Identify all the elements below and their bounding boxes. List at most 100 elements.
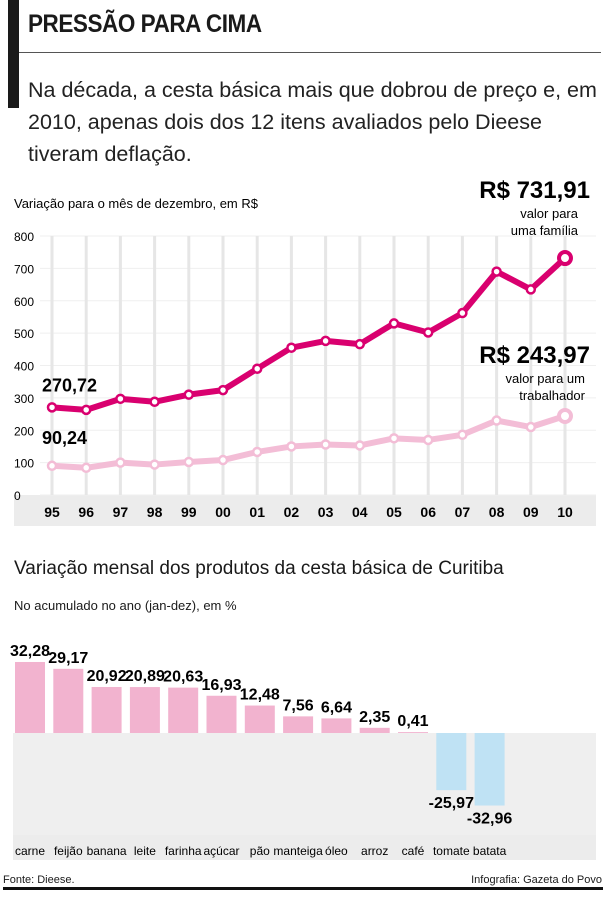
data-point xyxy=(80,404,92,416)
x-tick-label: 04 xyxy=(352,504,368,520)
data-point xyxy=(46,460,58,472)
bar-value-label: 16,93 xyxy=(201,677,241,694)
category-label: café xyxy=(402,844,425,858)
data-point xyxy=(183,389,195,400)
x-tick-label: 10 xyxy=(557,504,573,520)
series-end-note: uma família xyxy=(511,223,579,238)
data-point xyxy=(115,457,126,468)
footer-rule xyxy=(3,887,603,890)
series-start-label: 270,72 xyxy=(42,375,97,395)
bar-value-label: 2,35 xyxy=(359,709,390,726)
y-tick-label: 600 xyxy=(14,295,34,309)
bar xyxy=(321,718,352,733)
source-note: Fonte: Dieese. xyxy=(3,874,75,886)
data-point xyxy=(354,440,366,451)
bar-value-label: 7,56 xyxy=(283,697,314,714)
data-point xyxy=(491,266,502,277)
y-tick-label: 300 xyxy=(14,392,34,406)
data-point xyxy=(217,454,229,466)
bar-value-label: 32,28 xyxy=(10,643,50,660)
data-point xyxy=(422,434,434,446)
bar xyxy=(129,687,160,733)
bar-value-label: 0,41 xyxy=(397,713,428,730)
x-tick-label: 03 xyxy=(318,504,334,520)
bar xyxy=(436,733,467,791)
bar xyxy=(91,686,122,733)
data-point xyxy=(251,446,263,458)
data-point xyxy=(46,402,58,413)
x-tick-label: 01 xyxy=(249,504,265,520)
series-end-note: trabalhador xyxy=(519,388,585,403)
category-label: arroz xyxy=(361,844,388,858)
category-label: óleo xyxy=(325,844,348,858)
x-tick-label: 98 xyxy=(147,504,163,520)
title-accent-bar xyxy=(8,0,19,108)
series-end-note: valor para xyxy=(520,206,579,221)
x-tick-label: 95 xyxy=(44,504,60,520)
bar-value-label: -32,96 xyxy=(467,811,512,828)
series-line xyxy=(51,413,566,471)
bar xyxy=(53,668,84,733)
category-band xyxy=(13,835,596,860)
data-point xyxy=(320,439,331,450)
y-tick-label: 500 xyxy=(14,327,34,341)
title-divider xyxy=(19,52,601,53)
data-point xyxy=(388,318,400,329)
category-label: farinha xyxy=(165,844,202,858)
data-point xyxy=(457,307,468,319)
bar xyxy=(244,705,275,733)
bar xyxy=(168,687,199,733)
bar xyxy=(15,661,45,733)
data-point xyxy=(149,459,160,470)
data-point xyxy=(286,441,297,452)
series-end-note: valor para um xyxy=(506,371,585,386)
data-point xyxy=(115,393,126,405)
x-tick-label: 99 xyxy=(181,504,197,520)
y-tick-label: 0 xyxy=(14,489,21,503)
y-tick-label: 100 xyxy=(14,457,34,471)
x-tick-label: 08 xyxy=(489,504,505,520)
x-tick-label: 07 xyxy=(455,504,471,520)
series-start-label: 90,24 xyxy=(42,428,87,448)
data-point xyxy=(525,284,537,295)
x-tick-label: 97 xyxy=(113,504,129,520)
data-point xyxy=(217,384,229,396)
bar-chart-subtitle: No acumulado no ano (jan-dez), em % xyxy=(14,598,237,613)
data-point xyxy=(320,335,331,347)
x-tick-label: 96 xyxy=(78,504,94,520)
bar-value-label: 20,92 xyxy=(87,668,127,685)
x-tick-label: 02 xyxy=(284,504,300,520)
line-chart: Variação para o mês de dezembro, em R$ 0… xyxy=(14,180,596,526)
bar xyxy=(206,695,237,733)
data-point xyxy=(422,327,434,338)
category-label: banana xyxy=(87,844,127,858)
data-point xyxy=(388,433,400,444)
category-label: feijão xyxy=(54,844,83,858)
data-point xyxy=(457,429,468,441)
category-label: batata xyxy=(473,844,507,858)
bar-value-label: 20,63 xyxy=(163,669,203,686)
bar xyxy=(474,733,505,806)
bar-chart: 32,28 carne 29,17 feijão 20,92 banana 20,89 lei… xyxy=(10,643,596,860)
x-tick-label: 05 xyxy=(386,504,402,520)
y-tick-label: 700 xyxy=(14,262,34,276)
bar-value-label: -25,97 xyxy=(429,795,474,812)
category-label: pão xyxy=(250,844,270,858)
bar xyxy=(398,732,428,733)
series-line xyxy=(51,255,568,413)
category-label: tomate xyxy=(433,844,470,858)
data-point xyxy=(491,415,502,426)
data-point xyxy=(286,342,297,353)
data-point xyxy=(525,421,537,433)
y-tick-label: 200 xyxy=(14,424,34,438)
bar-value-label: 6,64 xyxy=(321,699,352,716)
y-tick-label: 800 xyxy=(14,230,34,244)
bar-value-label: 20,89 xyxy=(125,668,165,685)
x-tick-label: 00 xyxy=(215,504,231,520)
category-label: açúcar xyxy=(203,844,239,858)
page-title: PRESSÃO PARA CIMA xyxy=(28,10,262,38)
bar-chart-title: Variação mensal dos produtos da cesta bá… xyxy=(14,558,504,579)
bar xyxy=(359,727,390,733)
data-point xyxy=(557,250,573,267)
